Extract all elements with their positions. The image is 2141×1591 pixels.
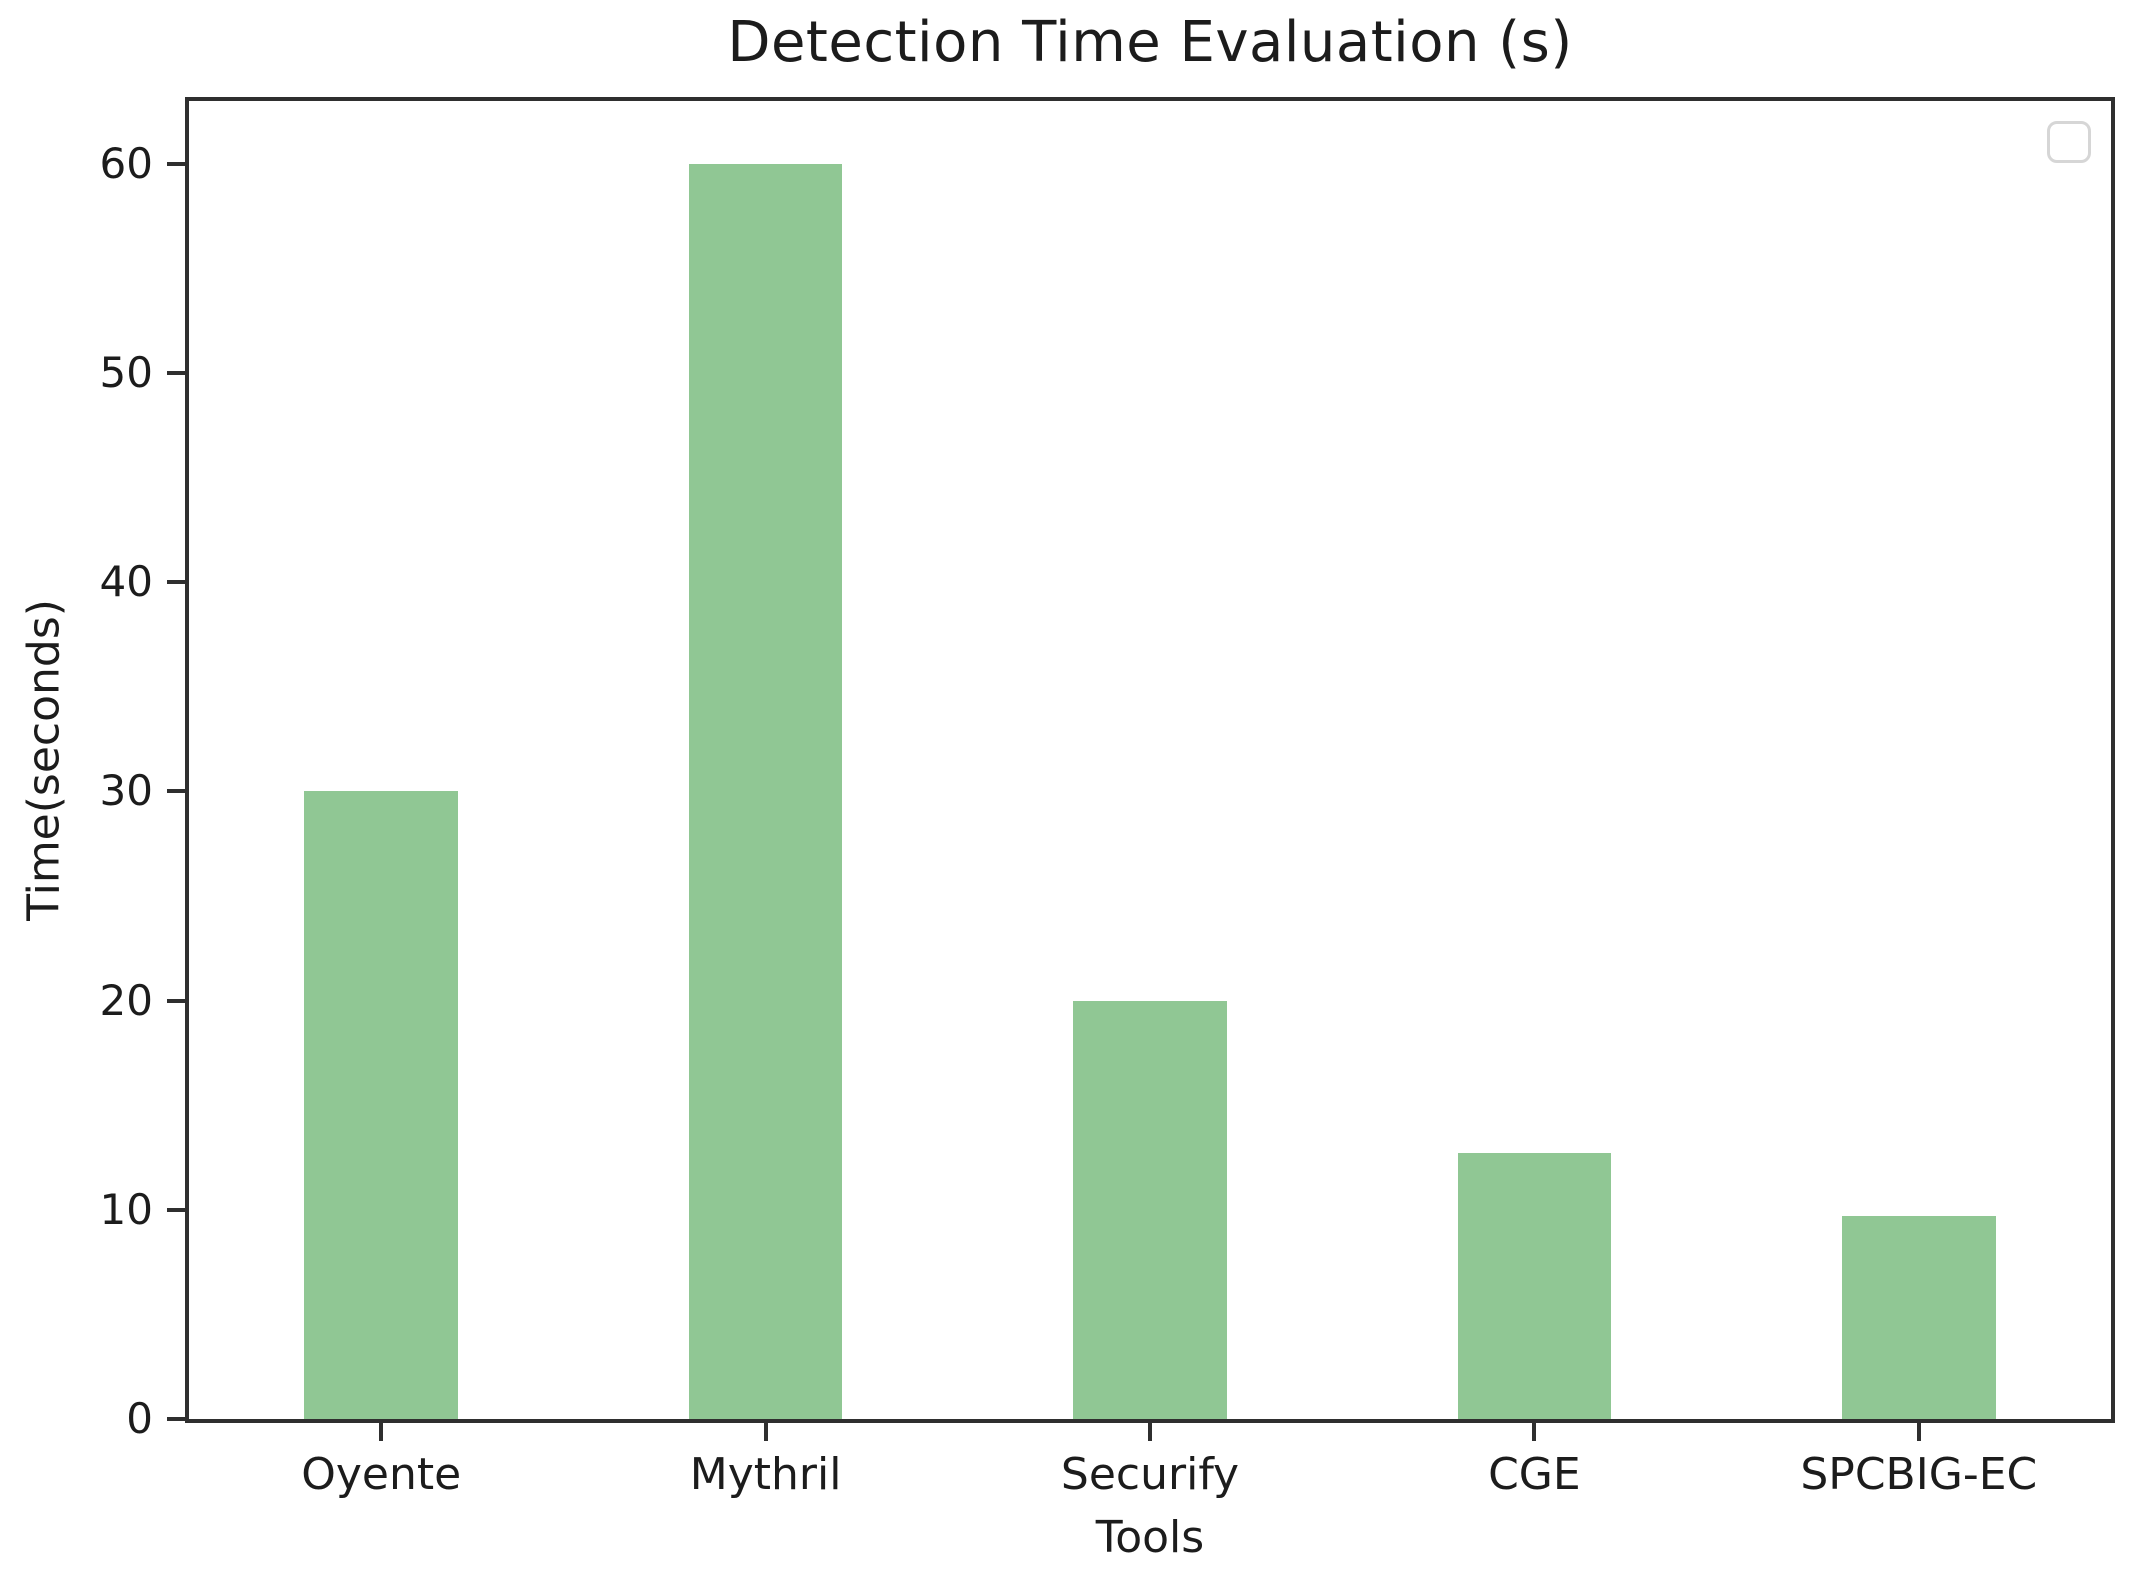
bar-spcbig-ec [1841,1216,1996,1419]
y-tick-mark [167,1207,185,1212]
chart-title: Detection Time Evaluation (s) [727,10,1573,75]
x-tick-label: Oyente [301,1449,462,1500]
y-axis-label: Time(seconds) [18,599,70,921]
y-tick-label: 10 [99,1184,153,1234]
y-tick-mark [167,1417,185,1421]
plot-area [185,97,2115,1423]
x-axis-label: Tools [1095,1512,1205,1563]
y-tick-label: 50 [99,347,153,397]
y-tick-mark [167,998,185,1003]
x-tick-label: SPCBIG-EC [1800,1449,2038,1500]
y-tick-mark [167,789,185,794]
x-tick-label: Securify [1060,1449,1240,1500]
x-tick-mark [1532,1423,1537,1441]
x-tick-mark [379,1423,384,1441]
x-tick-mark [1148,1423,1152,1441]
bar-mythril [688,163,843,1419]
y-tick-label: 60 [99,138,153,188]
bar-oyente [304,791,459,1419]
x-tick-label: Mythril [689,1449,842,1500]
bar-cge [1457,1153,1612,1419]
y-tick-mark [167,161,185,166]
y-tick-label: 40 [99,557,153,607]
x-tick-mark [1916,1423,1921,1441]
legend-box [2047,121,2091,163]
y-tick-label: 20 [99,975,153,1025]
x-tick-label: CGE [1488,1449,1581,1500]
x-tick-mark [763,1423,768,1441]
y-tick-mark [167,580,185,585]
bar-securify [1073,1000,1227,1419]
y-tick-label: 30 [99,766,153,816]
y-tick-label: 0 [126,1394,153,1443]
y-tick-mark [167,370,185,375]
